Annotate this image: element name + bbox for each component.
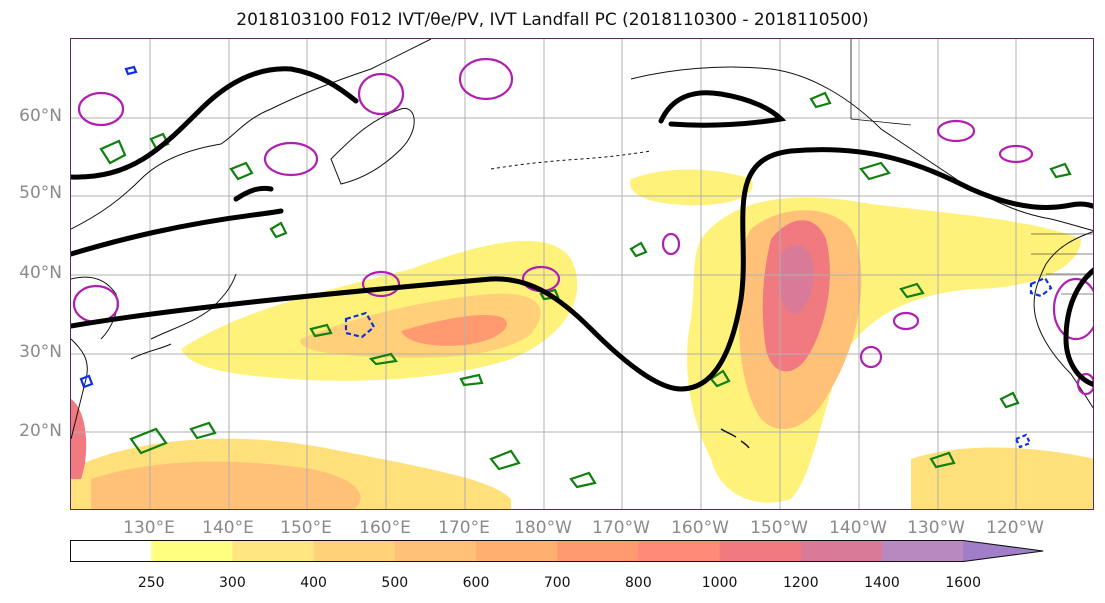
colorbar-cell <box>232 540 315 562</box>
colorbar-tick-label: 250 <box>137 575 165 591</box>
colorbar-cell <box>70 540 152 562</box>
colorbar-cell <box>882 540 964 562</box>
coast-aleutians <box>490 150 652 170</box>
lon-label-170e: 170°E <box>438 518 490 538</box>
colorbar-tick-label: 400 <box>300 575 327 591</box>
coast-hawaii <box>720 428 750 449</box>
lat-label-50n: 50°N <box>19 183 62 203</box>
lon-label-130e: 130°E <box>123 518 175 538</box>
ivt-region-west-edge <box>71 399 87 479</box>
colorbar-cell <box>800 540 883 562</box>
ivt-region-south-inner <box>91 461 361 509</box>
lon-label-130w: 130°W <box>907 518 965 538</box>
lon-label-170w: 170°W <box>592 518 650 538</box>
colorbar-extension <box>963 540 1044 562</box>
lat-label-60n: 60°N <box>19 106 62 126</box>
colorbar-tick-label: 700 <box>543 575 571 591</box>
pv-green-contours <box>99 91 1072 489</box>
theta-e-line-alaska <box>658 90 787 128</box>
lat-label-20n: 20°N <box>19 421 62 441</box>
colorbar-cell <box>394 540 477 562</box>
ivt-region-north <box>630 169 753 206</box>
lon-label-150e: 150°E <box>280 518 332 538</box>
coast-korea-china <box>71 276 118 440</box>
lon-label-140e: 140°E <box>202 518 254 538</box>
colorbar-tick-label: 500 <box>381 575 409 591</box>
coast-kamchatka <box>330 107 415 185</box>
colorbar-cell <box>638 540 721 562</box>
colorbar-tick-label: 1400 <box>864 575 900 591</box>
colorbar-tick-label: 600 <box>462 575 490 591</box>
theta-e-contours <box>71 66 1093 392</box>
map-svg <box>71 39 1093 509</box>
lon-label-150w: 150°W <box>750 518 808 538</box>
lon-label-140w: 140°W <box>829 518 887 538</box>
lon-label-180w: 180°W <box>514 518 572 538</box>
colorbar-outline <box>70 540 1044 562</box>
theta-e-line-west <box>71 185 284 257</box>
colorbar-cell <box>313 540 396 562</box>
coast-alaska <box>630 66 1093 232</box>
gridlines <box>71 39 1093 509</box>
lon-label-160e: 160°E <box>359 518 411 538</box>
colorbar-tick-label: 1600 <box>945 575 982 591</box>
lon-label-120w: 120°W <box>986 518 1044 538</box>
ivt-region-southeast <box>911 447 1093 509</box>
theta-e-line-main <box>71 147 1093 392</box>
colorbar-tick-label: 1200 <box>782 575 819 591</box>
colorbar-tick-label: 300 <box>219 575 246 591</box>
colorbar-tick-label: 800 <box>625 575 652 591</box>
colorbar-cell <box>476 540 558 562</box>
pv-blue-contours <box>79 65 1053 449</box>
border-canada <box>850 39 912 126</box>
coastlines <box>71 39 1093 449</box>
theta-e-line-north <box>71 66 359 180</box>
colorbar <box>70 540 1044 562</box>
chart-title: 2018103100 F012 IVT/θe/PV, IVT Landfall … <box>236 10 869 30</box>
ivt-region-central-core <box>401 314 507 346</box>
colorbar-tick-label: 1000 <box>701 575 738 591</box>
lon-label-160w: 160°W <box>671 518 729 538</box>
colorbar-cell <box>557 540 639 562</box>
ivt-region-east-peak <box>779 245 814 314</box>
theta-e-line-east <box>1063 267 1093 387</box>
state-lines <box>1031 233 1093 295</box>
coast-asia <box>71 39 432 230</box>
colorbar-cell <box>719 540 802 562</box>
lat-label-40n: 40°N <box>19 263 62 283</box>
map-panel <box>70 38 1094 510</box>
colorbar-cell <box>151 540 233 562</box>
lat-label-30n: 30°N <box>19 342 62 362</box>
